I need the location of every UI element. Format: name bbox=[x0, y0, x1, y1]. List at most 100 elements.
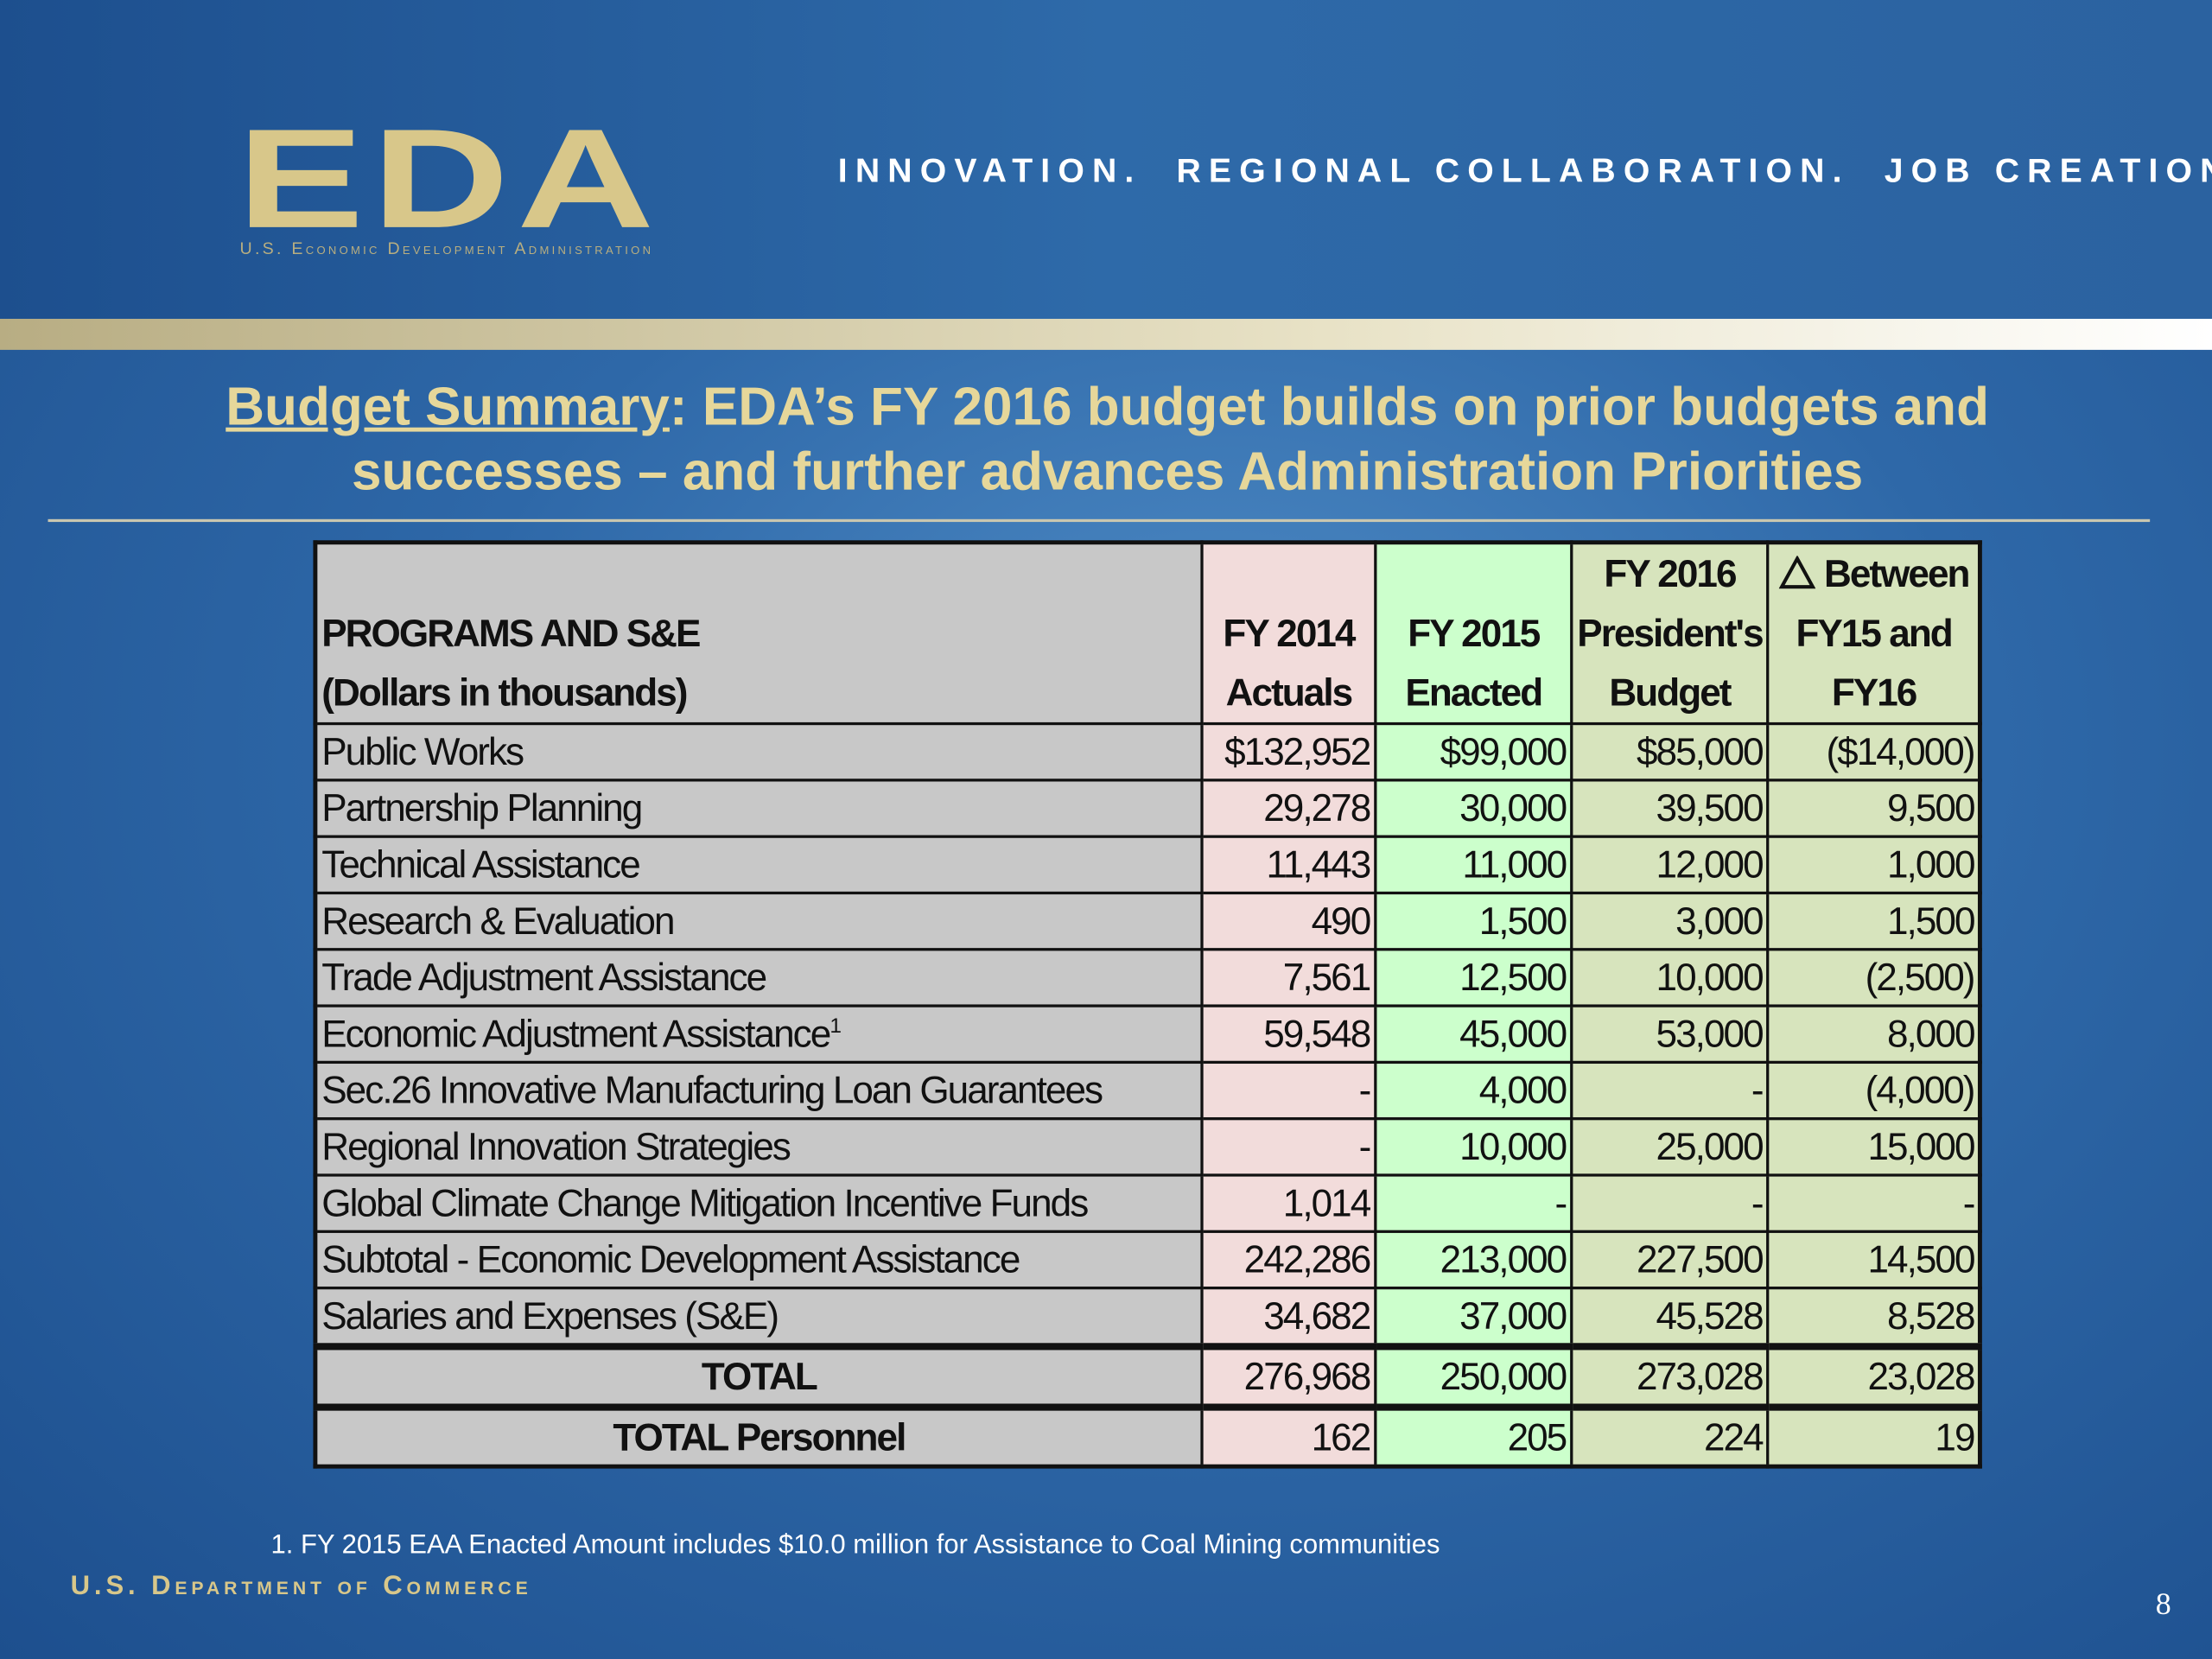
row-label: Global Climate Change Mitigation Incenti… bbox=[314, 1173, 1204, 1233]
header-line: FY 2015 bbox=[1381, 604, 1566, 664]
budget-table: PROGRAMS AND S&E (Dollars in thousands) FY… bbox=[313, 540, 1983, 1469]
header-line: FY 2016 bbox=[1577, 544, 1762, 604]
row-label: Economic Adjustment Assistance1 bbox=[314, 1004, 1204, 1065]
cell: 9,500 bbox=[1766, 779, 1982, 838]
cell: 1,014 bbox=[1200, 1173, 1377, 1233]
cell: 1,000 bbox=[1766, 835, 1982, 895]
cell: - bbox=[1570, 1173, 1770, 1233]
row-label-text: Salaries and Expenses (S&E) bbox=[321, 1294, 779, 1338]
cell: 19 bbox=[1766, 1403, 1982, 1468]
cell: - bbox=[1374, 1173, 1573, 1233]
table-row: Technical Assistance 11,443 11,000 12,000 1,… bbox=[314, 835, 1982, 895]
cell: (2,500) bbox=[1766, 948, 1982, 1007]
row-label-text: Subtotal - Economic Development Assistan… bbox=[321, 1238, 1020, 1281]
cell: 59,548 bbox=[1200, 1004, 1377, 1065]
header-line: PROGRAMS AND S&E bbox=[321, 604, 1196, 664]
cell: (4,000) bbox=[1766, 1060, 1982, 1121]
table-row: Sec.26 Innovative Manufacturing Loan Gua… bbox=[314, 1060, 1982, 1121]
row-label: Partnership Planning bbox=[314, 779, 1204, 838]
header-row: PROGRAMS AND S&E (Dollars in thousands) FY… bbox=[314, 541, 1982, 726]
row-label: TOTAL bbox=[314, 1343, 1204, 1409]
row-label-text: Regional Innovation Strategies bbox=[321, 1125, 791, 1168]
header-text: (Dollars in thousands) bbox=[321, 671, 688, 715]
cell: - bbox=[1570, 1060, 1770, 1121]
header-line: (Dollars in thousands) bbox=[321, 663, 1196, 722]
cell: 34,682 bbox=[1200, 1286, 1377, 1348]
row-label: Sec.26 Innovative Manufacturing Loan Gua… bbox=[314, 1060, 1204, 1121]
cell: - bbox=[1200, 1117, 1377, 1177]
cell: $99,000 bbox=[1374, 721, 1573, 782]
row-label-text: Partnership Planning bbox=[321, 787, 643, 830]
cell: 227,500 bbox=[1570, 1230, 1770, 1290]
row-label-text: TOTAL bbox=[701, 1355, 818, 1398]
title-lead: Budget Summary bbox=[226, 378, 670, 438]
row-label-text: Trade Adjustment Assistance bbox=[321, 956, 767, 999]
cell: 8,528 bbox=[1766, 1286, 1982, 1348]
cell: 1,500 bbox=[1766, 891, 1982, 951]
cell: 37,000 bbox=[1374, 1286, 1573, 1348]
cell: 45,000 bbox=[1374, 1004, 1573, 1065]
header-line: President's bbox=[1577, 604, 1764, 664]
header-text: Between bbox=[1823, 552, 1971, 595]
header-line: FY 2014 bbox=[1208, 604, 1370, 664]
cell: $85,000 bbox=[1570, 721, 1770, 782]
cell: 30,000 bbox=[1374, 779, 1573, 838]
cell: 10,000 bbox=[1374, 1117, 1573, 1177]
footnote-ref: 1 bbox=[830, 1014, 842, 1039]
cell: 3,000 bbox=[1570, 891, 1770, 951]
cell: 11,443 bbox=[1200, 835, 1377, 895]
header-text: PROGRAMS AND S&E bbox=[321, 612, 701, 655]
table-row: Regional Innovation Strategies -10,000 25,… bbox=[314, 1117, 1982, 1177]
table-row: Trade Adjustment Assistance 7,561 12,500 10… bbox=[314, 948, 1982, 1007]
cell: 250,000 bbox=[1374, 1343, 1573, 1409]
header-line: Between bbox=[1774, 544, 1974, 604]
cell: 39,500 bbox=[1570, 779, 1770, 838]
rule bbox=[48, 518, 2151, 523]
row-label-text: TOTAL Personnel bbox=[613, 1416, 906, 1459]
header-cell: Between FY15 and FY16 bbox=[1766, 541, 1982, 726]
header-text: FY15 and bbox=[1796, 612, 1953, 655]
header-cell: FY 2014 Actuals bbox=[1200, 541, 1377, 726]
row-label: Salaries and Expenses (S&E) bbox=[314, 1286, 1204, 1348]
cell: 162 bbox=[1200, 1403, 1377, 1468]
header-cell: FY 2015 Enacted bbox=[1374, 541, 1573, 726]
title: Budget Summary: EDA’s FY 2016 budget bui… bbox=[141, 375, 2074, 505]
cell: 8,000 bbox=[1766, 1004, 1982, 1065]
cell: 29,278 bbox=[1200, 779, 1377, 838]
header-cell: FY 2016 President's Budget bbox=[1570, 541, 1770, 726]
footnote: 1. FY 2015 EAA Enacted Amount includes $… bbox=[270, 1530, 1440, 1560]
header-band bbox=[0, 0, 2212, 319]
row-label: Technical Assistance bbox=[314, 835, 1204, 895]
cell: 23,028 bbox=[1766, 1343, 1982, 1409]
header-text: President's bbox=[1577, 612, 1764, 655]
table-row: Public Works $132,952 $99,000 $85,000 ($14,0… bbox=[314, 721, 1982, 782]
cell: 14,500 bbox=[1766, 1230, 1982, 1290]
row-label: TOTAL Personnel bbox=[314, 1403, 1204, 1468]
cell: 11,000 bbox=[1374, 835, 1573, 895]
row-label: Trade Adjustment Assistance bbox=[314, 948, 1204, 1007]
table-row: Economic Adjustment Assistance1 59,548 45,… bbox=[314, 1004, 1982, 1065]
cell: - bbox=[1766, 1173, 1982, 1233]
row-label: Regional Innovation Strategies bbox=[314, 1117, 1204, 1177]
row-label-text: Global Climate Change Mitigation Incenti… bbox=[321, 1182, 1089, 1225]
table-row: Salaries and Expenses (S&E) 34,682 37,000 4… bbox=[314, 1286, 1982, 1348]
header-line: FY16 bbox=[1774, 663, 1974, 722]
header-line: Enacted bbox=[1381, 663, 1566, 722]
gold-stripe bbox=[0, 318, 2212, 350]
table-row: TOTAL Personnel 162 205 224 19 bbox=[314, 1403, 1982, 1468]
cell: 273,028 bbox=[1570, 1343, 1770, 1409]
footer: U.S. Department of Commerce bbox=[70, 1571, 532, 1602]
row-label: Subtotal - Economic Development Assistan… bbox=[314, 1230, 1204, 1290]
row-label-text: Public Works bbox=[321, 730, 524, 773]
cell: 12,000 bbox=[1570, 835, 1770, 895]
cell: 25,000 bbox=[1570, 1117, 1770, 1177]
cell: 4,000 bbox=[1374, 1060, 1573, 1121]
title-rest: : EDA’s FY 2016 budget builds on prior b… bbox=[351, 378, 1989, 503]
logo: EDA bbox=[237, 99, 663, 258]
header-line: Budget bbox=[1577, 663, 1762, 722]
cell: 53,000 bbox=[1570, 1004, 1770, 1065]
cell: ($14,000) bbox=[1766, 721, 1982, 782]
row-label: Public Works bbox=[314, 721, 1204, 782]
